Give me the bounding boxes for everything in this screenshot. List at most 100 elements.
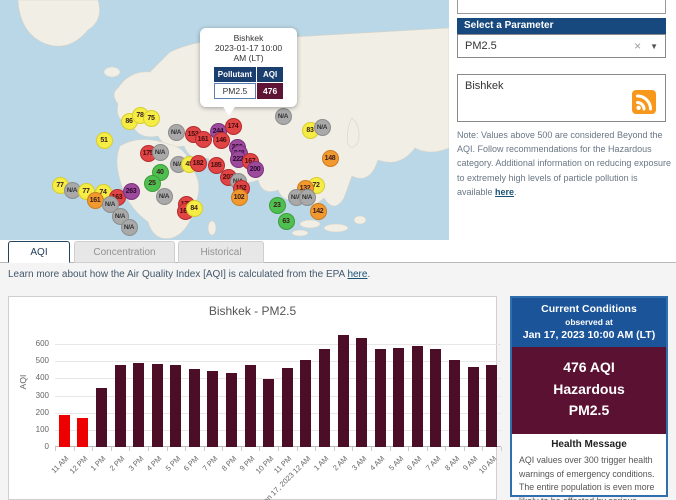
popup-table: Pollutant AQI PM2.5 476 xyxy=(213,66,284,100)
x-tick-mark xyxy=(278,447,279,451)
aqi-marker[interactable]: 25 xyxy=(143,174,161,192)
aqi-marker[interactable]: 142 xyxy=(309,202,327,220)
aqi-marker[interactable]: 185 xyxy=(207,156,225,174)
chart-bar xyxy=(133,362,145,447)
chart-bar xyxy=(188,368,200,447)
epa-here-link[interactable]: here xyxy=(347,269,368,280)
tab-concentration[interactable]: Concentration xyxy=(74,241,175,263)
aqi-marker[interactable]: N/A xyxy=(101,195,119,213)
aqi-marker[interactable]: 51 xyxy=(95,131,113,149)
world-map[interactable]: 86787551N/A153175N/A16124417414622024822… xyxy=(0,0,449,240)
aqi-marker[interactable]: 182 xyxy=(189,154,207,172)
aqi-marker[interactable]: N/A xyxy=(313,118,331,136)
parameter-header: Select a Parameter xyxy=(457,18,666,34)
chart-bar xyxy=(114,364,126,447)
health-message-body: AQI values over 300 trigger health warni… xyxy=(519,455,655,500)
divider xyxy=(0,262,676,263)
x-tick-mark xyxy=(352,447,354,451)
aqi-marker[interactable]: 102 xyxy=(230,188,248,206)
aqi-marker[interactable]: 84 xyxy=(185,199,203,217)
popup-tail xyxy=(222,105,236,116)
popup-date: 2023-01-17 10:00 xyxy=(214,43,283,53)
conditions-header: Current Conditions observed at Jan 17, 2… xyxy=(512,298,666,347)
chart-bar xyxy=(58,415,70,447)
y-tick-label: 500 xyxy=(35,356,49,366)
chart-bar xyxy=(486,365,498,447)
chart-bar xyxy=(95,387,107,447)
x-tick-mark xyxy=(203,447,205,451)
parameter-select[interactable]: PM2.5 × ▼ xyxy=(457,34,666,58)
popup-col-pollutant: Pollutant xyxy=(213,67,257,82)
x-tick-mark xyxy=(166,447,168,451)
x-tick-mark xyxy=(463,447,465,451)
conditions-observed-at: observed at xyxy=(565,317,613,327)
tab-aqi[interactable]: AQI xyxy=(8,241,70,263)
y-tick-label: 100 xyxy=(35,424,49,434)
rss-icon[interactable] xyxy=(632,90,656,114)
chart-title: Bishkek - PM2.5 xyxy=(208,304,297,318)
aqi-marker[interactable]: 63 xyxy=(277,212,295,230)
search-box-partial[interactable] xyxy=(457,0,666,14)
chart-bar xyxy=(393,348,405,447)
location-search-input[interactable]: Bishkek xyxy=(457,74,666,122)
aqi-marker[interactable]: N/A xyxy=(151,143,169,161)
gridline xyxy=(55,378,501,380)
gridline xyxy=(55,395,501,397)
gridline xyxy=(55,344,501,345)
aqi-marker[interactable]: 200 xyxy=(246,160,264,178)
x-tick-mark xyxy=(147,447,149,451)
conditions-aqi-block: 476 AQI Hazardous PM2.5 xyxy=(512,347,666,435)
chart-bar xyxy=(244,364,256,447)
chart-bar xyxy=(300,359,312,447)
aqi-marker[interactable]: 161 xyxy=(194,130,212,148)
tab-historical[interactable]: Historical xyxy=(178,241,264,263)
aqi-marker[interactable]: N/A xyxy=(63,181,81,199)
aqi-marker[interactable]: N/A xyxy=(274,107,292,125)
x-tick-mark xyxy=(55,447,56,451)
y-tick-label: 600 xyxy=(35,339,49,348)
parameter-selected-value: PM2.5 xyxy=(465,40,497,52)
clear-icon[interactable]: × xyxy=(634,39,642,53)
note-text: Note: Values above 500 are considered Be… xyxy=(457,130,671,197)
chart-bar xyxy=(449,359,461,447)
gridline xyxy=(55,361,501,363)
x-tick-mark xyxy=(501,447,502,451)
chevron-down-icon[interactable]: ▼ xyxy=(650,41,658,51)
popup-city: Bishkek xyxy=(233,33,264,43)
y-tick-label: 300 xyxy=(35,390,49,400)
aqi-marker[interactable]: 161 xyxy=(86,191,104,209)
aqi-marker[interactable]: 263 xyxy=(122,182,140,200)
chart-bar xyxy=(77,417,89,447)
aqi-chart-panel: Bishkek - PM2.5 AQI 0 100 200 300 400 500 600 1… xyxy=(8,296,502,500)
location-value: Bishkek xyxy=(465,80,504,92)
conditions-pollutant: PM2.5 xyxy=(568,402,610,419)
chart-bar xyxy=(226,373,238,447)
aqi-marker[interactable]: N/A xyxy=(120,218,138,236)
aqi-marker[interactable]: 23 xyxy=(268,196,286,214)
chart-bar xyxy=(430,348,442,447)
x-tick-mark xyxy=(389,447,391,451)
aqi-marker[interactable]: N/A xyxy=(167,123,185,141)
x-tick-mark xyxy=(315,447,317,451)
popup-ampm: AM (LT) xyxy=(233,53,264,63)
y-tick-label: 0 xyxy=(44,442,49,451)
chart-bar xyxy=(337,335,349,447)
aqi-marker[interactable]: 174 xyxy=(224,117,242,135)
aqi-marker[interactable]: 75 xyxy=(142,109,160,127)
x-tick-mark xyxy=(408,447,410,451)
aqi-marker[interactable]: 146 xyxy=(212,131,230,149)
conditions-category: Hazardous xyxy=(553,380,625,397)
x-tick-mark xyxy=(110,447,112,451)
y-tick-label: 400 xyxy=(35,373,49,383)
chart-bar xyxy=(318,349,330,447)
x-tick-mark xyxy=(222,447,224,451)
chart-bar xyxy=(170,364,182,447)
aqi-marker[interactable]: 148 xyxy=(321,149,339,167)
x-tick-mark xyxy=(333,447,335,451)
aqi-marker[interactable]: N/A xyxy=(155,187,173,205)
aqi-marker[interactable]: N/A xyxy=(298,188,316,206)
gridline xyxy=(55,412,501,414)
note-here-link[interactable]: here xyxy=(495,186,515,197)
conditions-title: Current Conditions xyxy=(541,303,637,315)
